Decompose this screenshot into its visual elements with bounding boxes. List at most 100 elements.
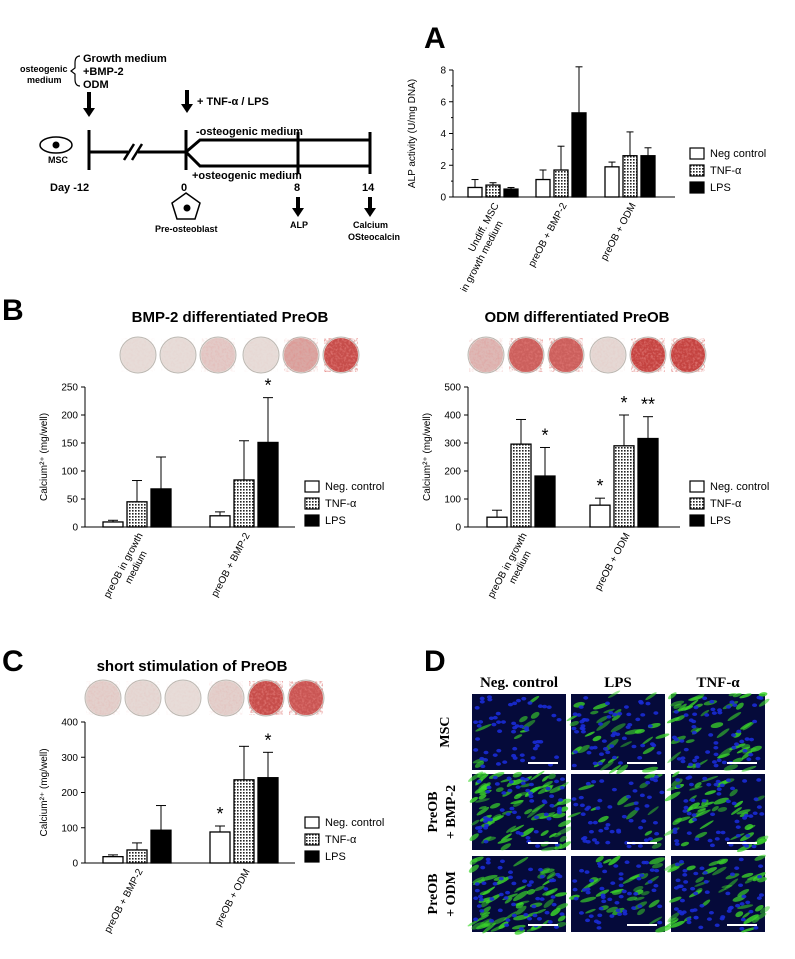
- nucleus: [683, 880, 689, 884]
- green-fiber: [626, 808, 639, 820]
- row-label-line: + BMP-2: [444, 785, 459, 839]
- green-fiber: [541, 846, 557, 852]
- green-fiber: [634, 729, 645, 734]
- nucleus: [752, 811, 758, 816]
- green-fiber: [758, 698, 770, 707]
- nucleus: [639, 873, 645, 878]
- micrograph-tile: [567, 773, 665, 850]
- nucleus: [528, 782, 534, 787]
- nucleus: [535, 844, 541, 848]
- nucleus: [535, 896, 541, 901]
- green-fiber: [645, 692, 657, 701]
- nucleus: [481, 881, 487, 886]
- green-fiber: [495, 787, 504, 793]
- nucleus: [703, 880, 709, 884]
- nucleus: [524, 728, 530, 732]
- well-speckle: [121, 338, 155, 372]
- green-fiber: [511, 778, 524, 786]
- green-fiber: [677, 703, 687, 712]
- nucleus: [534, 744, 540, 748]
- nucleus: [480, 764, 486, 769]
- green-fiber: [674, 715, 686, 722]
- nucleus: [582, 839, 588, 843]
- nucleus: [731, 745, 737, 750]
- nucleus: [507, 870, 513, 875]
- bar-tnf-: [622, 155, 638, 198]
- alp-label: ALP: [290, 220, 308, 230]
- bar-neg-control: [209, 831, 231, 864]
- well-speckle: [126, 681, 160, 715]
- nucleus: [654, 831, 660, 836]
- green-fiber: [520, 827, 534, 837]
- nucleus: [647, 837, 653, 841]
- nucleus: [518, 927, 524, 931]
- green-fiber: [611, 889, 622, 895]
- nucleus: [702, 696, 708, 701]
- green-fiber: [558, 820, 572, 827]
- bar-neg-control: [589, 504, 611, 528]
- nucleus: [751, 844, 757, 849]
- nucleus: [605, 840, 611, 845]
- green-fiber: [680, 705, 694, 711]
- green-fiber: [671, 771, 680, 778]
- nucleus: [520, 776, 526, 781]
- green-fiber: [512, 800, 524, 807]
- green-fiber: [479, 918, 492, 925]
- y-tick-label: 100: [444, 495, 461, 506]
- nucleus: [572, 712, 578, 716]
- tnf-lps-label: + TNF-α / LPS: [197, 96, 269, 108]
- nucleus: [588, 914, 594, 918]
- nucleus: [597, 761, 603, 766]
- day-label: Day -12: [50, 182, 89, 194]
- green-fiber: [737, 904, 754, 910]
- nucleus: [596, 926, 602, 930]
- panel-letter-c: C: [2, 645, 24, 678]
- nucleus: [498, 892, 504, 897]
- green-fiber: [481, 911, 491, 917]
- legend-swatch: [689, 514, 705, 527]
- green-fiber: [642, 746, 655, 755]
- nucleus: [623, 705, 629, 709]
- green-fiber: [716, 728, 730, 739]
- green-fiber: [734, 800, 744, 808]
- nucleus: [610, 733, 616, 738]
- green-fiber: [471, 856, 484, 863]
- nucleus: [609, 744, 615, 748]
- nucleus: [488, 817, 494, 822]
- green-fiber: [478, 794, 487, 800]
- nucleus: [479, 909, 485, 913]
- bar-neg-control: [102, 521, 124, 528]
- well-speckle: [289, 681, 323, 715]
- calcium-label: Calcium: [353, 220, 388, 230]
- nucleus: [572, 887, 578, 892]
- nucleus: [495, 762, 501, 766]
- panel-letter-b: B: [2, 294, 24, 327]
- nucleus: [497, 729, 503, 733]
- nucleus: [473, 720, 479, 724]
- nucleus: [587, 820, 593, 825]
- well-speckle: [201, 338, 235, 372]
- nucleus: [626, 891, 632, 896]
- nucleus: [651, 888, 657, 893]
- nucleus: [571, 763, 577, 768]
- y-axis-label: Calcium²⁺ (mg/well): [422, 413, 433, 501]
- nucleus: [585, 890, 591, 895]
- legend-swatch: [304, 514, 320, 527]
- nucleus: [599, 886, 605, 891]
- chart-title-b-right: ODM differentiated PreOB: [484, 309, 669, 326]
- nucleus: [526, 883, 532, 887]
- nucleus: [571, 726, 577, 731]
- category-label: preOB + BMP-2: [527, 201, 570, 269]
- arrow-alp-head: [292, 208, 304, 217]
- green-fiber: [758, 692, 768, 697]
- nucleus: [507, 702, 513, 707]
- nucleus: [740, 917, 746, 922]
- nucleus: [505, 890, 511, 895]
- nucleus: [674, 862, 680, 867]
- nucleus: [520, 781, 526, 786]
- nucleus: [621, 814, 627, 819]
- nucleus: [605, 750, 611, 755]
- green-fiber: [541, 775, 549, 782]
- nucleus: [636, 876, 642, 881]
- nucleus: [720, 830, 726, 835]
